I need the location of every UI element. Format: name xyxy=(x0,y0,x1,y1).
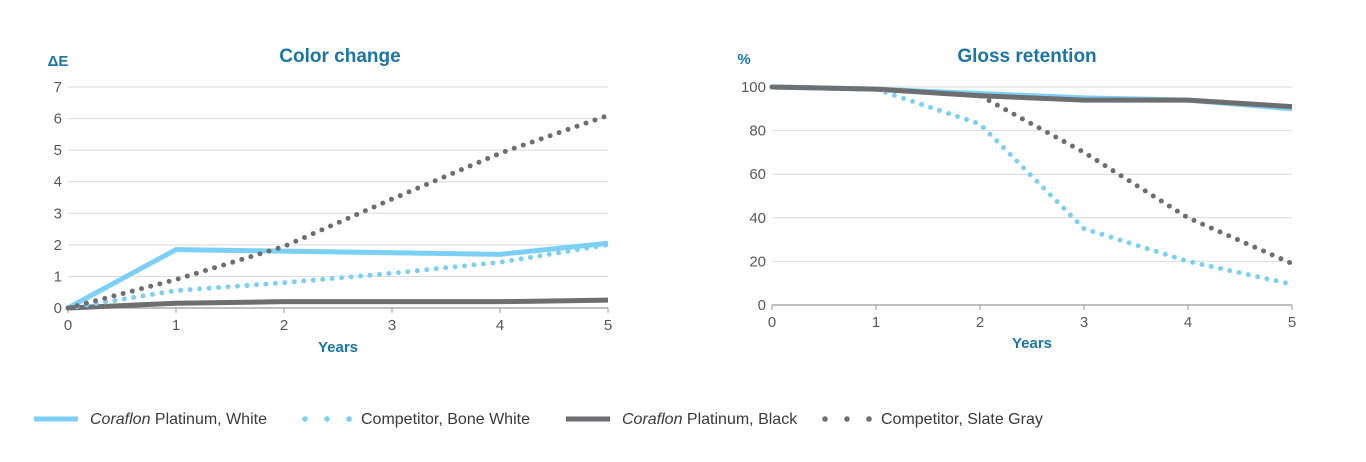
y-tick-label: 0 xyxy=(54,300,62,317)
y-axis-label: % xyxy=(737,51,750,68)
x-tick-label: 2 xyxy=(976,314,984,331)
y-tick-label: 80 xyxy=(749,123,766,140)
y-tick-label: 3 xyxy=(54,205,62,222)
legend-item: Competitor, Bone White xyxy=(302,411,530,428)
legend-swatch-dot xyxy=(866,416,872,422)
x-tick-label: 0 xyxy=(768,314,776,331)
legend-label-text: Competitor, Bone White xyxy=(361,411,530,428)
y-axis-label: ΔE xyxy=(48,53,69,70)
y-tick-label: 40 xyxy=(749,210,766,227)
legend-label: Coraflon Platinum, Black xyxy=(622,411,798,428)
legend-label-text: Platinum, White xyxy=(150,411,267,428)
x-tick-label: 0 xyxy=(64,317,72,334)
chart-title: Color change xyxy=(279,46,400,67)
y-tick-label: 1 xyxy=(54,268,62,285)
y-tick-label: 100 xyxy=(741,79,766,96)
color-change-chart: Color change ΔE 0 1 2 3 4 5 6 7 0 1 2 3 4 5 Years xyxy=(48,46,613,356)
legend-swatch-dot xyxy=(346,416,352,422)
legend-brand: Coraflon xyxy=(622,411,683,428)
series-line-coraflon-platinum-white xyxy=(66,240,609,311)
legend-swatch-dot xyxy=(822,416,828,422)
x-tick-label: 3 xyxy=(388,317,396,334)
series-line-coraflon-platinum-black xyxy=(67,297,609,311)
y-tick-label: 2 xyxy=(54,237,62,254)
y-tick-label: 0 xyxy=(758,297,766,314)
series-line-competitor-slate-gray xyxy=(65,112,611,311)
x-tick-label: 2 xyxy=(280,317,288,334)
legend-label: Competitor, Slate Gray xyxy=(881,411,1043,428)
legend-swatch-dot xyxy=(324,416,330,422)
series-line-competitor-bone-white xyxy=(769,84,1295,287)
x-tick-label: 5 xyxy=(604,317,612,334)
legend-label: Competitor, Bone White xyxy=(361,411,530,428)
x-axis-label: Years xyxy=(318,339,358,356)
y-tick-label: 60 xyxy=(749,166,766,183)
x-axis-label: Years xyxy=(1012,335,1052,352)
x-tick-label: 1 xyxy=(172,317,180,334)
legend-item: Coraflon Platinum, White xyxy=(34,411,267,428)
x-tick-label: 3 xyxy=(1080,314,1088,331)
x-tick-label: 1 xyxy=(872,314,880,331)
legend-brand: Coraflon xyxy=(90,411,151,428)
series-line-competitor-slate-gray xyxy=(769,84,1295,267)
gloss-retention-chart: Gloss retention% 0 20 40 60 80 100 0 1 2 3 4 5 Years xyxy=(737,46,1296,352)
x-tick-label: 4 xyxy=(1184,314,1192,331)
legend-label-text: Competitor, Slate Gray xyxy=(881,411,1043,428)
legend: Coraflon Platinum, White Competitor, Bone… xyxy=(34,411,1043,428)
y-tick-label: 20 xyxy=(749,253,766,270)
legend-item: Competitor, Slate Gray xyxy=(822,411,1043,428)
chart-title: Gloss retention xyxy=(957,46,1096,67)
legend-label-text: Platinum, Black xyxy=(682,411,798,428)
legend-swatch-dot xyxy=(302,416,308,422)
x-tick-label: 4 xyxy=(496,317,504,334)
y-tick-label: 7 xyxy=(54,79,62,96)
y-tick-label: 4 xyxy=(54,174,62,191)
legend-item: Coraflon Platinum, Black xyxy=(566,411,798,428)
y-tick-label: 5 xyxy=(54,142,62,159)
legend-label: Coraflon Platinum, White xyxy=(90,411,267,428)
x-tick-label: 5 xyxy=(1288,314,1296,331)
y-tick-label: 6 xyxy=(54,111,62,128)
legend-swatch-dot xyxy=(844,416,850,422)
